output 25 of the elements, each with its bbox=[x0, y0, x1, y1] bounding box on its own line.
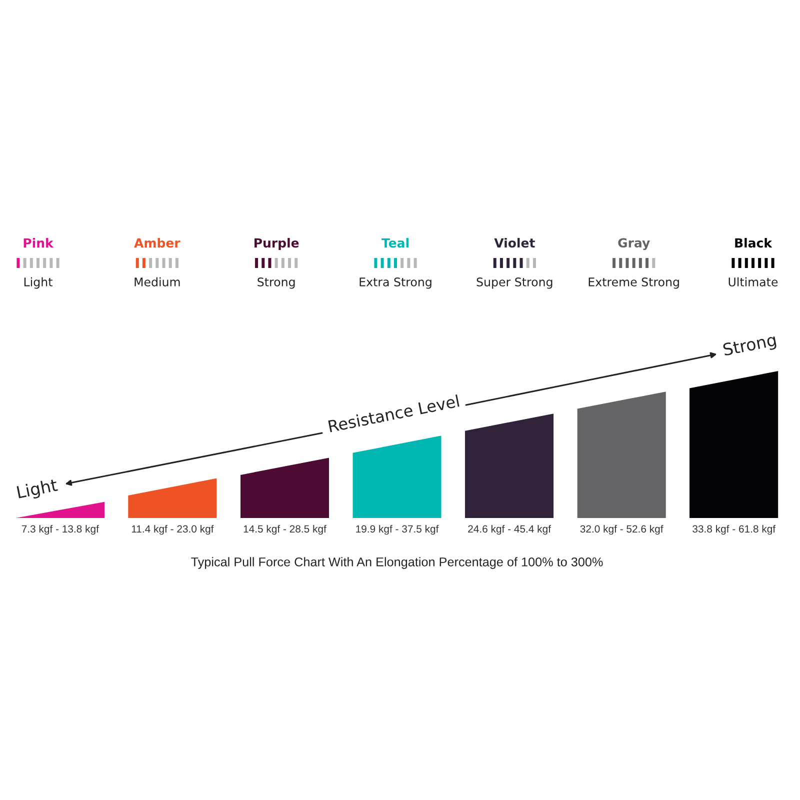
text: Ultimate bbox=[728, 277, 778, 286]
text: Strong bbox=[258, 277, 295, 289]
text: Gray bbox=[618, 238, 650, 250]
x-tick-label: 19.9 kgf - 37.5 kgf bbox=[356, 524, 439, 535]
text: Teal bbox=[382, 238, 408, 248]
text: Strong bbox=[722, 333, 778, 360]
text: Extra Strong bbox=[360, 277, 432, 289]
annotation: Resistance Level bbox=[328, 394, 460, 432]
x-tick-label: 14.5 kgf - 28.5 kgf bbox=[244, 524, 326, 535]
text: Violet bbox=[494, 238, 535, 248]
x-tick-label: 32.0 kgf - 52.6 kgf bbox=[580, 524, 664, 535]
x-tick-label: 33.8 kgf - 61.8 kgf bbox=[692, 524, 776, 535]
x-tick-label: 7.3 kgf - 13.8 kgf bbox=[22, 524, 99, 535]
text: Medium bbox=[134, 277, 180, 286]
text: Super Strong bbox=[476, 277, 552, 289]
annotation: Light bbox=[16, 478, 59, 502]
text: Black bbox=[735, 238, 772, 248]
text: Purple bbox=[254, 238, 299, 250]
text: Extreme Strong bbox=[588, 277, 679, 289]
text: Typical Pull Force Chart With An Elongation Percentage of 100% to 300% bbox=[191, 557, 603, 569]
text: Amber bbox=[134, 238, 180, 248]
x-tick-label: 11.4 kgf - 23.0 kgf bbox=[132, 524, 214, 535]
x-tick-label: 24.6 kgf - 45.4 kgf bbox=[468, 524, 551, 535]
text: Pink bbox=[24, 238, 54, 248]
text: Light bbox=[24, 277, 52, 289]
